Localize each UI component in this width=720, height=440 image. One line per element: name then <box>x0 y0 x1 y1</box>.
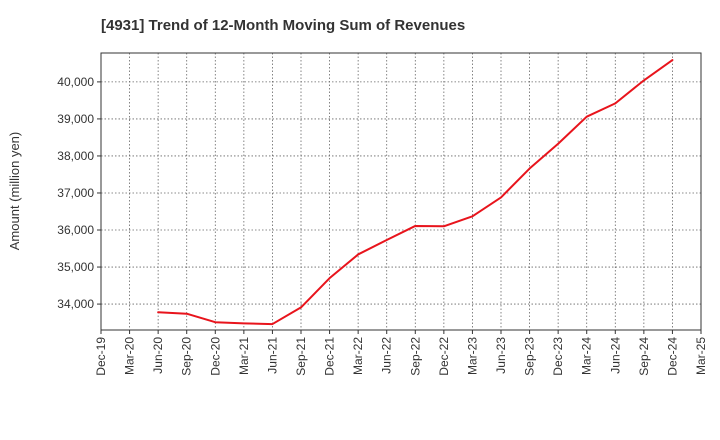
x-axis-ticks: Dec-19 Mar-20 Jun-20 Sep-20 Dec-20 Mar-21 Jun-… <box>94 330 708 376</box>
y-tick-label: 37,000 <box>57 186 94 200</box>
y-tick-label: 39,000 <box>57 112 94 126</box>
x-tick-label: Sep-21 <box>294 337 308 376</box>
series-line <box>157 59 674 326</box>
plot-background <box>101 53 701 330</box>
y-tick-label: 35,000 <box>57 260 94 274</box>
grid-lines <box>101 53 701 330</box>
x-tick-label: Mar-25 <box>694 337 708 375</box>
y-axis-label: Amount (million yen) <box>7 132 22 251</box>
series-layer <box>157 59 674 326</box>
y-tick-label: 34,000 <box>57 297 94 311</box>
chart-title: [4931] Trend of 12-Month Moving Sum of R… <box>101 17 465 34</box>
y-tick-label: 40,000 <box>57 75 94 89</box>
x-tick-label: Jun-21 <box>265 337 279 374</box>
y-tick-label: 36,000 <box>57 223 94 237</box>
x-tick-label: Dec-23 <box>551 337 565 376</box>
x-tick-label: Dec-22 <box>437 337 451 376</box>
x-tick-label: Mar-20 <box>123 337 137 375</box>
x-tick-label: Dec-19 <box>94 337 108 376</box>
x-tick-label: Jun-23 <box>494 337 508 374</box>
x-tick-label: Jun-24 <box>608 337 622 374</box>
x-tick-label: Sep-22 <box>408 337 422 376</box>
x-tick-label: Jun-22 <box>380 337 394 374</box>
x-tick-label: Jun-20 <box>151 337 165 374</box>
x-tick-label: Mar-23 <box>465 337 479 375</box>
x-tick-label: Mar-22 <box>351 337 365 375</box>
x-tick-label: Sep-20 <box>180 337 194 376</box>
x-tick-label: Sep-23 <box>523 337 537 376</box>
x-tick-label: Mar-24 <box>580 337 594 375</box>
plot-frame <box>100 52 702 331</box>
y-tick-label: 38,000 <box>57 149 94 163</box>
x-tick-label: Dec-20 <box>208 337 222 376</box>
y-axis-ticks: 34,000 35,000 36,000 37,000 38,000 39,000 40,0… <box>57 75 101 311</box>
x-tick-label: Sep-24 <box>637 337 651 376</box>
x-tick-label: Dec-24 <box>665 337 679 376</box>
x-tick-label: Mar-21 <box>237 337 251 375</box>
x-tick-label: Dec-21 <box>323 337 337 376</box>
